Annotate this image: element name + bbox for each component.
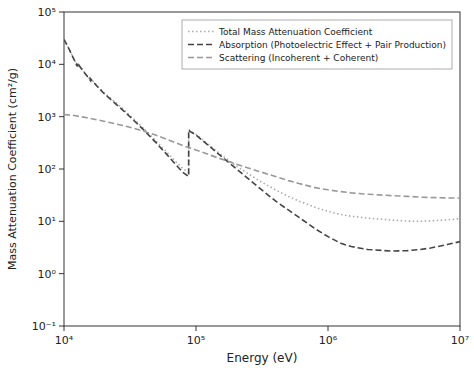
x-axis-label: Energy (eV): [227, 351, 298, 365]
legend-label: Scattering (Incoherent + Coherent): [219, 53, 378, 63]
x-tick-label: 10⁶: [319, 334, 338, 347]
y-tick: [59, 221, 64, 222]
y-tick: [59, 169, 64, 170]
y-tick-label: 10¹: [38, 215, 56, 228]
x-tick-label: 10⁷: [451, 334, 469, 347]
series-line: [64, 115, 460, 198]
legend-box: [182, 20, 452, 69]
x-tick: [64, 326, 65, 331]
y-tick: [59, 64, 64, 65]
y-axis-label: Mass Attenuation Coefficient (cm²/g): [6, 68, 19, 270]
y-tick: [59, 273, 64, 274]
legend-handle: [188, 31, 214, 33]
x-tick-label: 10⁴: [55, 334, 74, 347]
y-tick-label: 10⁵: [38, 6, 56, 19]
y-tick-label: 10⁻¹: [32, 320, 56, 333]
legend-handle: [188, 57, 214, 59]
legend-label: Absorption (Photoelectric Effect + Pair …: [219, 40, 446, 50]
series-group: [64, 39, 460, 251]
x-tick-label: 10⁵: [187, 334, 205, 347]
y-tick-label: 10⁴: [38, 58, 57, 71]
y-tick-label: 10²: [38, 163, 56, 176]
y-tick: [59, 326, 64, 327]
legend-label: Total Mass Attenuation Coefficient: [218, 27, 373, 37]
y-tick: [59, 116, 64, 117]
x-tick: [460, 326, 461, 331]
legend: Total Mass Attenuation Coefficient Absorp…: [182, 20, 452, 69]
chart: 10⁴ 10⁵ 10⁶ 10⁷ 10⁻¹ 10⁰ 10¹ 10² 10³ 10⁴ 10⁵ Energy…: [0, 0, 474, 372]
x-tick: [328, 326, 329, 331]
x-tick: [196, 326, 197, 331]
plot-frame: [64, 12, 460, 326]
legend-handle: [188, 44, 214, 46]
y-tick-label: 10³: [38, 111, 56, 124]
y-tick-label: 10⁰: [38, 268, 57, 281]
series-line: [64, 39, 460, 251]
y-tick: [59, 12, 64, 13]
